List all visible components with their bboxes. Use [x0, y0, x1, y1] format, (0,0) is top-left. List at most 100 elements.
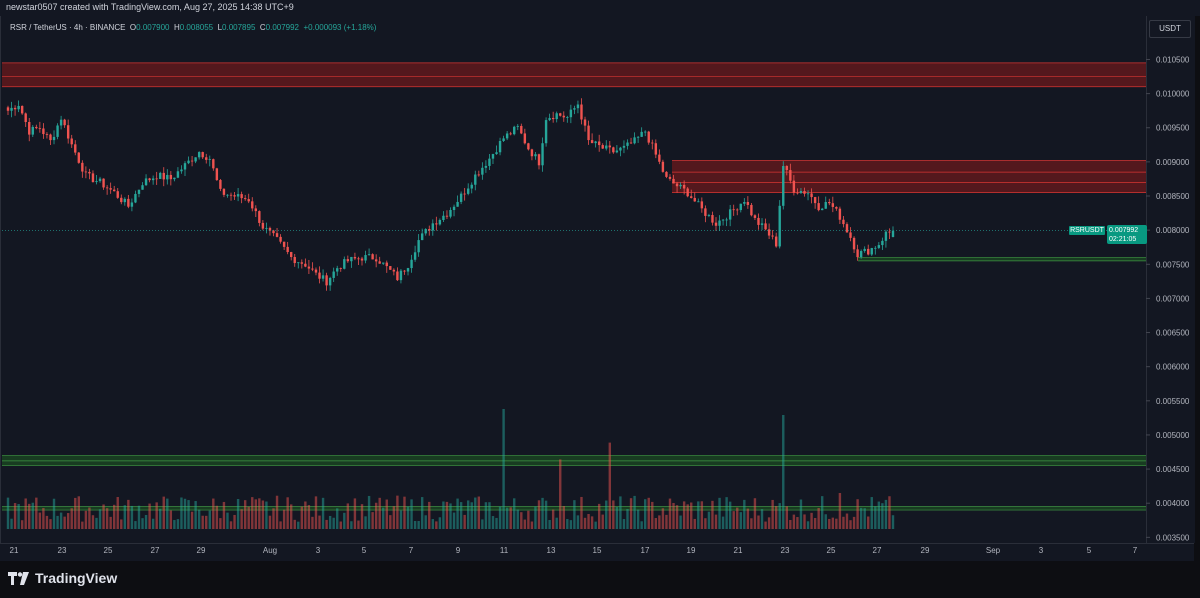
- legend-low-label: L: [217, 23, 223, 32]
- candle-body: [481, 167, 484, 175]
- volume-bar: [544, 500, 548, 529]
- volume-bar: [148, 503, 151, 529]
- volume-bar: [435, 521, 438, 529]
- price-axis[interactable]: [1146, 16, 1195, 543]
- volume-bar: [566, 519, 569, 529]
- currency-button[interactable]: USDT: [1149, 20, 1191, 38]
- time-axis-label: 17: [641, 546, 650, 555]
- candle-body: [590, 140, 594, 144]
- volume-bar: [753, 498, 757, 529]
- candle-body: [325, 275, 328, 286]
- volume-bar: [714, 514, 718, 529]
- volume-bar: [159, 508, 162, 529]
- volume-bar: [470, 502, 473, 529]
- candle-body: [367, 254, 371, 256]
- volume-bar: [219, 518, 222, 529]
- time-axis-label: 7: [409, 546, 414, 555]
- volume-bar: [127, 499, 130, 529]
- candle-body: [891, 230, 895, 237]
- candle-body: [562, 115, 565, 118]
- candle-body: [856, 249, 859, 258]
- volume-bar: [704, 518, 707, 529]
- volume-bar: [88, 507, 91, 529]
- volume-bar: [838, 493, 842, 529]
- candle-body: [622, 145, 626, 148]
- volume-bar: [679, 515, 682, 529]
- volume-bar: [134, 521, 137, 529]
- volume-bar: [91, 515, 95, 529]
- candle-body: [615, 150, 619, 153]
- candle-body: [134, 193, 137, 203]
- candle-body: [513, 126, 516, 135]
- candle-body: [707, 215, 711, 216]
- candle-body: [530, 149, 534, 157]
- volume-bar: [208, 510, 211, 529]
- volume-bar: [739, 512, 742, 529]
- candle-body: [346, 259, 350, 262]
- volume-bar: [884, 499, 888, 529]
- candle-body: [343, 259, 346, 269]
- volume-bar: [686, 504, 689, 529]
- candle-body: [229, 194, 233, 196]
- volume-bar: [576, 515, 580, 529]
- volume-bar: [311, 516, 314, 529]
- candle-body: [675, 183, 679, 187]
- volume-bar: [732, 511, 735, 529]
- candle-body: [746, 202, 750, 205]
- candle-body: [608, 145, 611, 148]
- candle-body: [612, 147, 615, 153]
- volume-bar: [406, 506, 410, 529]
- candle-body: [714, 222, 718, 226]
- volume-bar: [357, 520, 360, 529]
- candle-body: [601, 145, 604, 149]
- candle-body: [874, 247, 877, 249]
- volume-bar: [523, 519, 527, 529]
- volume-bar: [279, 521, 282, 529]
- last-price-value: 0.007992: [1109, 227, 1139, 234]
- time-axis[interactable]: [0, 543, 1194, 562]
- volume-bar: [870, 497, 873, 529]
- candle-body: [753, 215, 757, 218]
- volume-bar: [537, 500, 541, 529]
- volume-bar: [796, 517, 799, 529]
- candle-body: [711, 215, 714, 223]
- volume-bar: [481, 519, 484, 529]
- volume-bar: [261, 500, 265, 529]
- candle-body: [810, 193, 813, 198]
- volume-bar: [760, 509, 764, 529]
- time-axis-label: 7: [1133, 546, 1138, 555]
- tradingview-logo[interactable]: TradingView: [8, 570, 117, 586]
- candle-body: [410, 259, 413, 269]
- candle-body: [619, 147, 622, 151]
- volume-bar: [35, 497, 38, 529]
- candle-body: [665, 171, 668, 177]
- candle-body: [484, 165, 488, 168]
- candle-body: [116, 191, 119, 198]
- candle-body: [20, 105, 24, 114]
- candle-body: [569, 109, 573, 118]
- volume-bar: [644, 499, 647, 529]
- volume-bar: [548, 519, 551, 529]
- volume-bar: [6, 497, 10, 529]
- candle-body: [495, 152, 498, 155]
- volume-bar: [84, 510, 88, 529]
- legend-high-value: 0.008055: [179, 23, 214, 32]
- volume-bar: [42, 508, 45, 529]
- volume-bar: [190, 511, 194, 529]
- time-axis-label: 23: [781, 546, 790, 555]
- volume-bar: [413, 520, 417, 529]
- volume-bar: [789, 520, 792, 529]
- candle-body: [282, 241, 286, 247]
- legend-open-label: O: [129, 23, 137, 32]
- volume-bar: [682, 501, 686, 529]
- volume-bar: [782, 415, 785, 529]
- volume-bar: [59, 512, 63, 529]
- candle-body: [38, 128, 42, 129]
- price-axis-label: 0.009500: [1156, 124, 1190, 133]
- volume-bar: [45, 515, 49, 529]
- tradingview-logo-icon: [8, 571, 29, 585]
- last-price-label: RSRUSDT 0.007992 02:21:05: [1069, 225, 1147, 244]
- time-axis-label: 5: [1087, 546, 1092, 555]
- volume-bar: [821, 496, 824, 529]
